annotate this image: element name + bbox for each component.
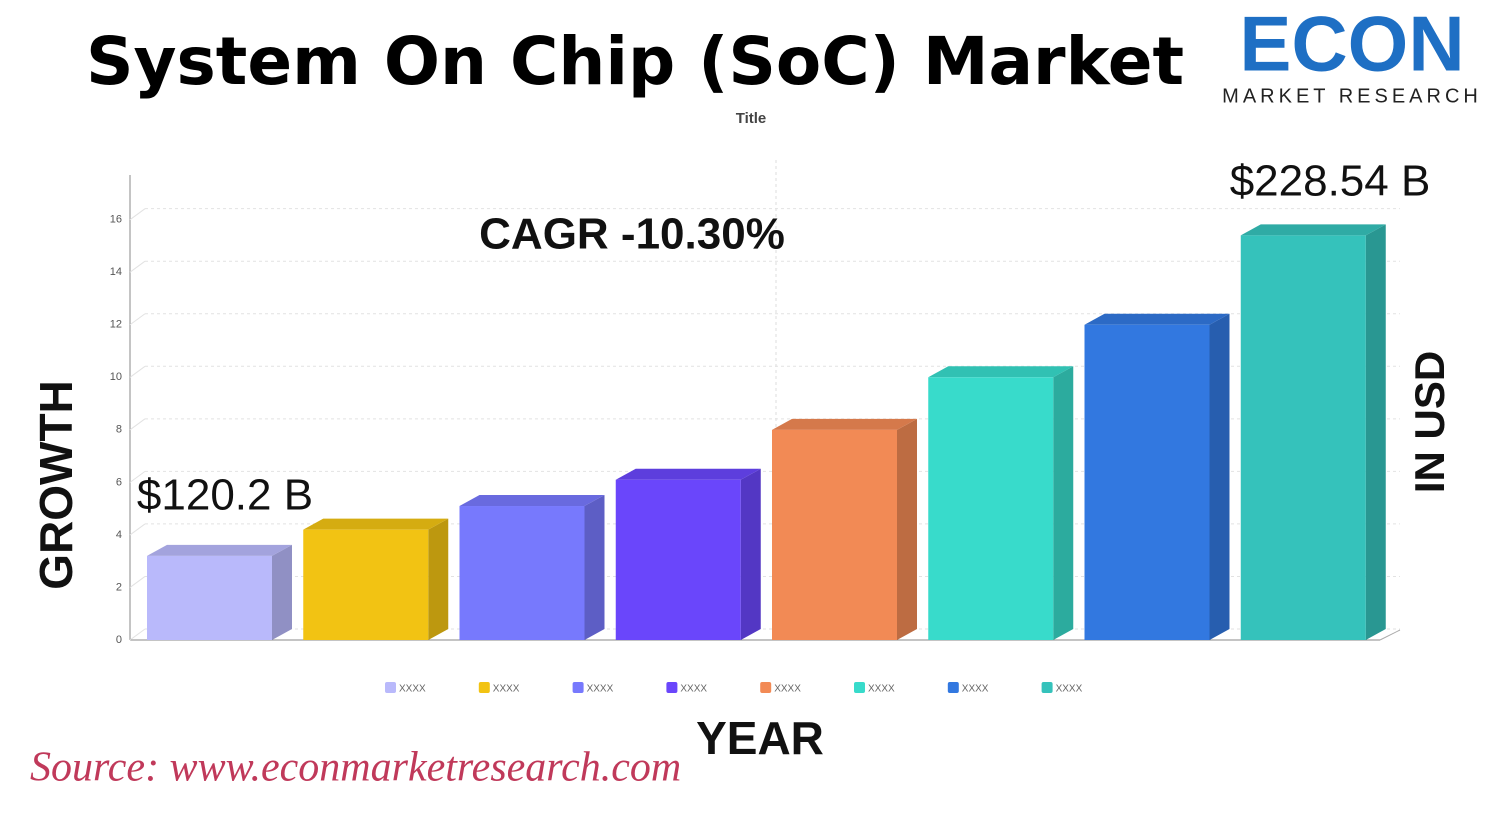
bar: [772, 429, 897, 640]
bar-top: [772, 418, 917, 430]
y-axis-label: GROWTH: [30, 380, 82, 590]
grid-line-floor: [129, 576, 146, 588]
legend-label: XXXX: [962, 684, 989, 695]
logo-name: ECON: [1239, 0, 1464, 88]
chart-subtitle: Title: [736, 110, 767, 127]
grid-line-floor: [129, 208, 146, 221]
y-tick-label: 14: [110, 266, 122, 278]
grid-line-floor: [129, 418, 146, 431]
bar-side: [1365, 224, 1386, 641]
legend-swatch: [854, 682, 865, 693]
bar: [615, 479, 741, 640]
y-tick-label: 12: [110, 319, 122, 331]
legend-label: XXXX: [399, 684, 426, 695]
legend-swatch: [572, 682, 584, 693]
y-tick-label: 0: [116, 634, 122, 646]
bar: [147, 555, 272, 640]
legend-label: XXXX: [774, 684, 801, 695]
bar-top: [147, 544, 292, 556]
bar-top: [459, 495, 605, 507]
floor-edge: [1379, 629, 1401, 641]
bar-side: [1209, 313, 1230, 640]
bar-side: [272, 544, 292, 640]
grid-line-floor: [129, 313, 146, 326]
y-tick-label: 16: [110, 214, 122, 226]
bar-side: [740, 468, 761, 640]
bar-side: [1053, 366, 1074, 640]
start-annotation: $120.2 B: [137, 471, 313, 520]
legend-label: XXXX: [1056, 684, 1083, 695]
grid-line-floor: [129, 365, 146, 378]
bar-side: [897, 418, 917, 640]
y-tick-label: 4: [116, 529, 122, 541]
bar: [1240, 235, 1366, 641]
y-tick-label: 10: [110, 371, 122, 383]
bar-top: [1084, 313, 1230, 325]
bar-side: [428, 518, 449, 640]
end-annotation: $228.54 B: [1230, 157, 1431, 206]
legend-swatch: [666, 682, 678, 693]
bar-side: [584, 495, 605, 640]
legend-swatch: [760, 682, 772, 693]
logo: ECON MARKET RESEARCH: [1222, 0, 1482, 107]
legend-swatch: [1041, 682, 1053, 693]
grid-line-floor: [129, 628, 146, 641]
grid-line-floor: [129, 470, 146, 483]
grid-line-floor: [129, 260, 146, 273]
bar-top: [928, 366, 1074, 378]
y2-axis-label: IN USD: [1406, 351, 1453, 493]
y-tick-label: 6: [116, 476, 122, 488]
cagr-annotation: CAGR -10.30%: [479, 210, 785, 259]
bar: [459, 506, 585, 640]
source: Source: www.econmarketresearch.com: [30, 745, 681, 791]
grid-line-floor: [129, 523, 146, 536]
legend-swatch: [478, 682, 490, 693]
legend-swatch: [947, 682, 959, 693]
legend-swatch: [385, 682, 396, 693]
legend-label: XXXX: [587, 684, 614, 695]
bar-top: [615, 468, 761, 480]
bar: [928, 377, 1054, 640]
bar: [303, 529, 429, 640]
chart-title: System On Chip (SoC) Market: [86, 23, 1184, 100]
bar: [1084, 324, 1210, 640]
legend-label: XXXX: [868, 684, 895, 695]
logo-tagline: MARKET RESEARCH: [1222, 85, 1482, 107]
y-tick-label: 2: [116, 581, 122, 593]
legend-label: XXXX: [493, 684, 520, 695]
bar-top: [1240, 224, 1386, 236]
y-tick-label: 8: [116, 424, 122, 436]
x-axis-label: YEAR: [696, 712, 824, 764]
legend-label: XXXX: [680, 684, 707, 695]
bar-top: [303, 518, 449, 530]
